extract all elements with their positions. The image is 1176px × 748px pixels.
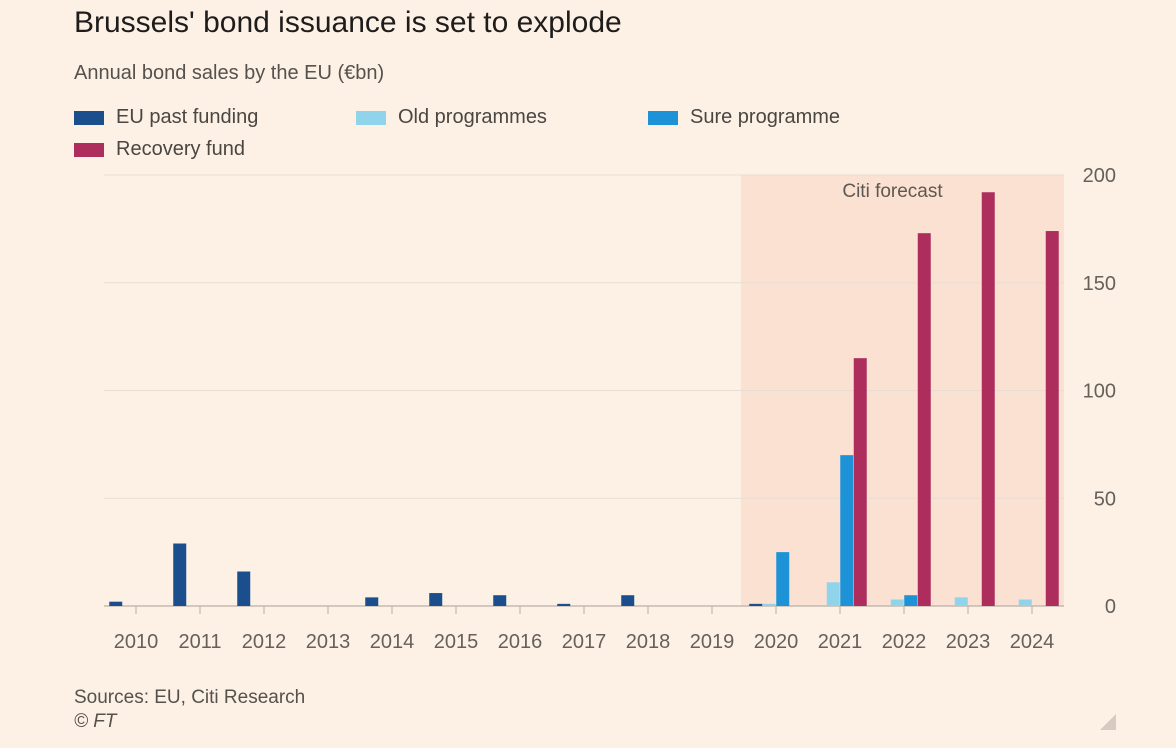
bar: [749, 603, 763, 606]
x-tick-label: 2018: [626, 631, 671, 653]
bar: [853, 358, 867, 606]
bar: [904, 595, 918, 606]
legend-swatch-recovery-fund: [74, 142, 104, 157]
bar: [237, 571, 251, 606]
bar: [557, 603, 571, 606]
legend-swatch-eu-past-funding: [74, 110, 104, 125]
x-tick-label: 2019: [690, 631, 735, 653]
x-tick-label: 2012: [242, 631, 287, 653]
y-tick-label: 150: [1083, 273, 1116, 295]
x-tick-label: 2022: [882, 631, 927, 653]
legend-swatch-old-programmes: [356, 110, 386, 125]
x-tick-label: 2024: [1010, 631, 1055, 653]
legend-item-old-programmes: Old programmes: [356, 106, 547, 129]
bar: [493, 595, 507, 606]
x-tick-label: 2017: [562, 631, 607, 653]
legend-item-eu-past-funding: EU past funding: [74, 106, 258, 129]
chart-title: Brussels' bond issuance is set to explod…: [74, 6, 622, 39]
chart-subtitle: Annual bond sales by the EU (€bn): [74, 62, 385, 84]
x-tick-label: 2011: [178, 631, 221, 653]
bar: [917, 233, 931, 606]
bar: [365, 597, 379, 606]
legend-label: Old programmes: [398, 106, 547, 128]
x-tick-label: 2014: [370, 631, 415, 653]
source-note: Sources: EU, Citi Research: [74, 687, 306, 708]
bar: [1045, 231, 1059, 606]
bar: [826, 582, 840, 606]
legend-label: Sure programme: [690, 106, 841, 128]
legend-item-sure-programme: Sure programme: [648, 106, 840, 129]
y-tick-label: 200: [1083, 165, 1116, 187]
x-tick-label: 2021: [818, 631, 863, 653]
resize-handle-icon: [1100, 714, 1116, 730]
x-tick-label: 2016: [498, 631, 543, 653]
x-tick-label: 2023: [946, 631, 991, 653]
credit-note: © FT: [74, 711, 117, 732]
bar: [1018, 599, 1032, 606]
x-tick-label: 2010: [114, 631, 159, 653]
bar: [621, 595, 635, 606]
x-tick-label: 2013: [306, 631, 351, 653]
y-tick-label: 100: [1083, 381, 1116, 403]
y-tick-label: 0: [1105, 596, 1116, 618]
legend-swatch-sure-programme: [648, 110, 678, 125]
bar: [890, 599, 904, 606]
bar: [173, 543, 187, 606]
bar: [981, 192, 995, 607]
legend-item-recovery-fund: Recovery fund: [74, 138, 245, 161]
bar: [762, 603, 776, 606]
x-tick-label: 2015: [434, 631, 479, 653]
bar: [776, 552, 790, 606]
y-tick-label: 50: [1094, 488, 1116, 510]
x-tick-label: 2020: [754, 631, 799, 653]
bar: [429, 593, 443, 606]
bar: [109, 601, 123, 606]
legend: EU past funding Old programmes Sure prog…: [74, 106, 1074, 166]
bar: [954, 597, 968, 606]
legend-label: Recovery fund: [116, 138, 245, 160]
legend-label: EU past funding: [116, 106, 259, 128]
forecast-label: Citi forecast: [842, 181, 943, 202]
bar: [840, 455, 854, 606]
